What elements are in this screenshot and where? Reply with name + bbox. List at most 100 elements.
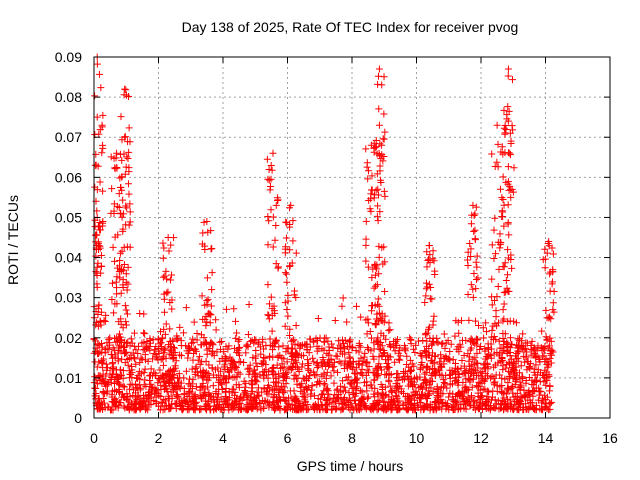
x-tick-label: 16 xyxy=(602,430,618,446)
data-point xyxy=(133,384,141,392)
data-point xyxy=(402,393,410,401)
data-point xyxy=(504,271,512,279)
data-point xyxy=(314,362,322,370)
data-point xyxy=(385,371,393,379)
data-point xyxy=(274,353,282,361)
data-point xyxy=(504,103,512,111)
data-point xyxy=(259,338,267,346)
data-point xyxy=(283,358,291,366)
data-point xyxy=(474,336,482,344)
data-point xyxy=(471,340,479,348)
data-point xyxy=(266,399,274,407)
data-point xyxy=(371,376,379,384)
data-point xyxy=(375,309,383,317)
data-point xyxy=(138,355,146,363)
data-point xyxy=(132,346,140,354)
data-point xyxy=(499,329,507,337)
data-point xyxy=(370,144,378,152)
data-point xyxy=(503,386,511,394)
data-point xyxy=(508,122,516,130)
data-point xyxy=(519,406,527,414)
data-point xyxy=(378,390,386,398)
data-point xyxy=(532,361,540,369)
data-point xyxy=(380,187,388,195)
data-point xyxy=(203,350,211,358)
data-point xyxy=(405,399,413,407)
data-point xyxy=(498,207,506,215)
data-point xyxy=(424,257,432,265)
data-point xyxy=(266,335,274,343)
data-point xyxy=(199,379,207,387)
data-point xyxy=(504,201,512,209)
data-point xyxy=(126,208,134,216)
data-point xyxy=(111,395,119,403)
data-point xyxy=(341,337,349,345)
data-point xyxy=(292,358,300,366)
data-point xyxy=(121,170,129,178)
data-point xyxy=(439,390,447,398)
data-point xyxy=(125,164,133,172)
data-point xyxy=(145,372,153,380)
data-point xyxy=(512,393,520,401)
data-point xyxy=(213,348,221,356)
data-point xyxy=(168,374,176,382)
data-point xyxy=(492,371,500,379)
data-point xyxy=(375,253,383,261)
data-point xyxy=(134,349,142,357)
data-point xyxy=(206,319,214,327)
data-point xyxy=(248,381,256,389)
data-point xyxy=(92,150,100,158)
data-point xyxy=(119,390,127,398)
data-point xyxy=(414,337,422,345)
data-point xyxy=(476,386,484,394)
data-point xyxy=(248,384,256,392)
data-point xyxy=(469,397,477,405)
data-point xyxy=(355,342,363,350)
data-point xyxy=(374,217,382,225)
data-point xyxy=(122,270,130,278)
data-point xyxy=(283,406,291,414)
data-point xyxy=(490,350,498,358)
data-point xyxy=(426,334,434,342)
data-point xyxy=(496,230,504,238)
data-point xyxy=(243,406,251,414)
data-point xyxy=(193,330,201,338)
data-point xyxy=(362,145,370,153)
data-point xyxy=(188,389,196,397)
data-point xyxy=(123,286,131,294)
data-point xyxy=(115,190,123,198)
data-point xyxy=(506,344,514,352)
data-point xyxy=(507,355,515,363)
data-point xyxy=(199,229,207,237)
data-point xyxy=(268,305,276,313)
data-point xyxy=(346,394,354,402)
data-point xyxy=(363,387,371,395)
data-point xyxy=(115,204,123,212)
data-point xyxy=(131,406,139,414)
data-point xyxy=(357,313,365,321)
data-point xyxy=(264,281,272,289)
data-point xyxy=(228,366,236,374)
data-point xyxy=(469,201,477,209)
data-point xyxy=(114,231,122,239)
data-point xyxy=(501,259,509,267)
data-point xyxy=(202,397,210,405)
data-point xyxy=(224,345,232,353)
data-point xyxy=(375,353,383,361)
data-point xyxy=(510,405,518,413)
data-point xyxy=(418,385,426,393)
data-point xyxy=(93,350,101,358)
data-point xyxy=(180,390,188,398)
data-point xyxy=(342,373,350,381)
data-point xyxy=(482,370,490,378)
data-point xyxy=(227,402,235,410)
data-point xyxy=(306,335,314,343)
data-point xyxy=(168,305,176,313)
data-point xyxy=(515,335,523,343)
data-point xyxy=(93,60,101,68)
data-point xyxy=(103,366,111,374)
data-point xyxy=(200,218,208,226)
data-point xyxy=(290,405,298,413)
data-point xyxy=(206,339,214,347)
data-point xyxy=(376,346,384,354)
